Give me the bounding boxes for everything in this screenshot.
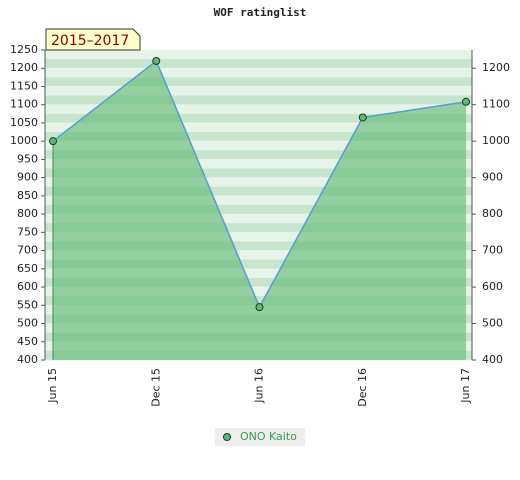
- y-tick-label: 500: [17, 317, 38, 330]
- background-stripe: [45, 186, 472, 197]
- y-tick-label: 450: [17, 335, 38, 348]
- y-tick-label: 700: [17, 244, 38, 257]
- background-stripe: [45, 122, 472, 133]
- background-stripe: [45, 250, 472, 261]
- background-stripe: [45, 241, 472, 252]
- background-stripe: [45, 195, 472, 206]
- chart-title: WOF ratinglist: [214, 6, 307, 19]
- background-stripe: [45, 223, 472, 233]
- y-tick-label: 950: [17, 152, 38, 165]
- background-stripe: [45, 232, 472, 242]
- marker: [462, 97, 470, 106]
- y-tick-label: 1100: [10, 98, 38, 111]
- y2-tick-label: 900: [482, 171, 503, 184]
- legend-marker: [223, 433, 231, 441]
- y-tick-label: 1000: [10, 134, 38, 147]
- legend-label: ONO Kaito: [240, 430, 297, 443]
- x-tick-label: Dec 15: [149, 368, 162, 407]
- background-stripe: [45, 150, 472, 160]
- background-stripe: [45, 104, 472, 115]
- y-tick-label: 600: [17, 280, 38, 293]
- background-stripe: [45, 141, 472, 151]
- background-stripe: [45, 59, 472, 69]
- background-stripe: [45, 287, 472, 297]
- marker: [358, 113, 367, 122]
- y-tick-label: 850: [17, 189, 38, 202]
- background-stripe: [45, 177, 472, 188]
- y-tick-label: 1200: [10, 61, 38, 74]
- y2-tick-label: 1000: [482, 134, 510, 147]
- y2-tick-label: 600: [482, 280, 503, 293]
- background-stripe: [45, 132, 472, 142]
- marker: [49, 137, 57, 146]
- background-stripe: [45, 214, 472, 224]
- background-stripe: [45, 113, 472, 124]
- y2-tick-label: 400: [482, 353, 503, 366]
- y-tick-label: 650: [17, 262, 38, 275]
- area: [53, 60, 466, 361]
- background-stripe: [45, 268, 472, 279]
- background-stripe: [45, 259, 472, 270]
- background-stripe: [45, 77, 472, 87]
- background-stripe: [45, 95, 472, 106]
- background-stripe: [45, 296, 472, 306]
- background-stripe: [45, 168, 472, 179]
- background-stripe: [45, 86, 472, 97]
- y-tick-label: 400: [17, 353, 38, 366]
- marker: [255, 303, 264, 312]
- background-stripe: [45, 277, 472, 288]
- annotation: 2015–2017: [51, 33, 129, 49]
- y2-tick-label: 1100: [482, 98, 510, 111]
- background-stripe: [45, 68, 472, 78]
- background-stripe: [45, 205, 472, 215]
- background-stripe: [45, 159, 472, 170]
- y2-tick-label: 500: [482, 317, 503, 330]
- background-stripe: [45, 50, 472, 60]
- y-tick-label: 1250: [10, 43, 38, 56]
- y-tick-label: 750: [17, 225, 38, 238]
- y2-tick-label: 1200: [482, 61, 510, 74]
- legend-box: [215, 428, 305, 446]
- x-tick-label: Jun 16: [253, 368, 266, 404]
- y-tick-label: 1150: [10, 79, 38, 92]
- y-tick-label: 900: [17, 171, 38, 184]
- annotation-box: [45, 28, 141, 51]
- x-tick-label: Jun 15: [46, 368, 59, 404]
- marker: [152, 56, 161, 65]
- y-tick-label: 1050: [10, 116, 38, 129]
- x-tick-label: Jun 17: [459, 368, 472, 404]
- x-tick-label: Dec 16: [356, 368, 369, 407]
- y-tick-label: 800: [17, 207, 38, 220]
- y2-tick-label: 700: [482, 244, 503, 257]
- y-tick-label: 550: [17, 298, 38, 311]
- y2-tick-label: 800: [482, 207, 503, 220]
